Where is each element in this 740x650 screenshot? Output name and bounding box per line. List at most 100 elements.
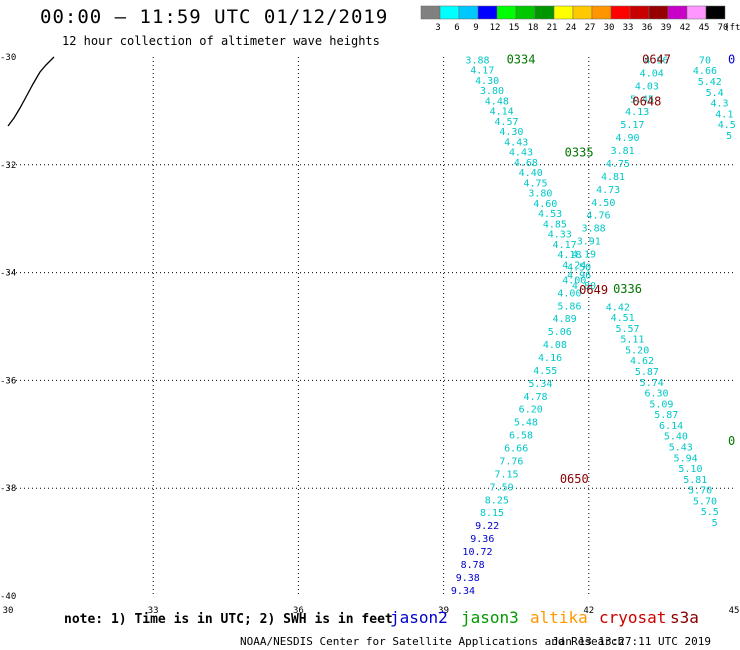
wave-height-value: 4.57 (494, 117, 518, 128)
colorbar-tick-label: 39 (661, 23, 672, 33)
wave-height-value: 5.06 (548, 327, 572, 338)
colorbar-tick-label: 24 (566, 23, 577, 33)
wave-height-value: 4.33 (548, 230, 572, 241)
colorbar-tick-label: 9 (473, 23, 478, 33)
colorbar-swatch (458, 5, 479, 20)
lat-lon-grid (8, 57, 734, 596)
colorbar-tick-label: 70 (718, 23, 729, 33)
pass-time-label: 0 (728, 52, 735, 66)
wave-height-value: 5.40 (664, 432, 688, 443)
colorbar-swatch (686, 5, 707, 20)
wave-height-value: 5.17 (620, 120, 644, 131)
colorbar-tick-label: 18 (528, 23, 539, 33)
colorbar-swatch (610, 5, 631, 20)
colorbar-tick-label: 30 (604, 23, 615, 33)
wave-height-value: 4.43 (509, 148, 533, 159)
wave-height-value: 4.00 (557, 288, 581, 299)
wave-height-value: 7.76 (499, 456, 523, 467)
wave-height-value: 3.80 (480, 86, 504, 97)
colorbar-tick-label: 33 (623, 23, 634, 33)
coastline (7, 56, 55, 127)
wave-height-value: 4.90 (615, 133, 639, 144)
colorbar-tick-label: 36 (642, 23, 653, 33)
wave-height-value: 4.78 (524, 392, 548, 403)
wave-height-value: 3.88 (465, 55, 489, 66)
wave-height-value: 4.17 (470, 66, 494, 77)
wave-height-value: 5.74 (640, 378, 664, 389)
wave-height-value: 4.75 (606, 159, 630, 170)
pass-time-labels: 0334 0335 0336 0647 0648 0649 0650 0 0 (507, 52, 736, 485)
pass-time-label: 0648 (632, 95, 661, 109)
wave-height-value: 70 (699, 55, 711, 66)
wave-height-value: 5.87 (654, 410, 678, 421)
y-tick-label: -38 (0, 484, 16, 494)
wave-height-value: 4.30 (499, 127, 523, 138)
wave-height-value: 5 (726, 131, 732, 142)
pass-time-label: 0 (728, 434, 735, 448)
wave-height-value: 6.58 (509, 431, 533, 442)
wave-height-value: 5.5 (701, 507, 719, 518)
chart-title: 00:00 – 11:59 UTC 01/12/2019 (40, 6, 389, 28)
colorbar-swatch (477, 5, 498, 20)
wave-height-value: 4.42 (606, 302, 630, 313)
chart-subtitle: 12 hour collection of altimeter wave hei… (62, 34, 380, 48)
wave-height-value: 4.17 (553, 240, 577, 251)
colorbar-unit-label: (ft) (724, 23, 740, 33)
wave-height-value: 4.13 (625, 107, 649, 118)
wave-height-value: 4.48 (485, 96, 509, 107)
wave-height-value: 4.85 (543, 219, 567, 230)
legend-cryosat: cryosat (599, 608, 667, 627)
x-tick-label: 42 (583, 606, 594, 616)
y-tick-label: -40 (0, 592, 16, 602)
wave-height-value: 8.78 (461, 560, 485, 571)
wave-height-value: 4.3 (710, 99, 728, 110)
wave-height-value: 4.55 (533, 366, 557, 377)
wave-height-value: 4.81 (601, 172, 625, 183)
wave-height-value: 4.89 (553, 314, 577, 325)
colorbar-swatch (629, 5, 650, 20)
wave-height-value: 4.40 (519, 168, 543, 179)
wave-height-value: 4.50 (591, 198, 615, 209)
y-tick-label: -34 (0, 269, 16, 279)
wave-height-value: 4.80 (572, 281, 596, 292)
legend-jason3: jason3 (461, 608, 519, 627)
wave-height-value: 5.42 (698, 77, 722, 88)
axis-ticks: 30 33 36 39 42 45 -30 -32 -34 -36 -38 -40 (0, 53, 739, 616)
colorbar-swatch (420, 5, 441, 20)
wave-height-value: 4.68 (514, 158, 538, 169)
colorbar-tick-label: 21 (547, 23, 558, 33)
wave-height-value: 8.25 (485, 495, 509, 506)
wave-height-value: 6.66 (504, 444, 528, 455)
x-tick-label: 39 (438, 606, 449, 616)
wave-height-value: 5.09 (649, 399, 673, 410)
wave-height-value: 4.50 (567, 262, 591, 273)
wave-height-value: 5.43 (669, 442, 693, 453)
colorbar-tick-label: 12 (490, 23, 501, 33)
colorbar-swatch (553, 5, 574, 20)
wave-height-value: 5.94 (674, 453, 698, 464)
colorbar-tick-label: 15 (509, 23, 520, 33)
x-tick-label: 33 (148, 606, 159, 616)
wave-height-value: 4.18 (557, 250, 581, 261)
colorbar-swatch (439, 5, 460, 20)
wave-height-value: 4.75 (524, 178, 548, 189)
wave-height-value: 9.22 (475, 521, 499, 532)
x-tick-label: 30 (3, 606, 14, 616)
wave-height-value: 7.15 (494, 469, 518, 480)
wave-height-value: 5 (712, 518, 718, 529)
wave-height-value: 4.73 (596, 185, 620, 196)
legend-altika: altika (530, 608, 588, 627)
wave-height-value: 4.03 (635, 81, 659, 92)
wave-height-value: 5.20 (625, 345, 649, 356)
wave-height-value: 3.88 (582, 224, 606, 235)
wave-height-value: 4.24 (562, 260, 586, 271)
y-tick-label: -32 (0, 161, 16, 171)
wave-height-value: 7.59 (490, 482, 514, 493)
colorbar-swatch (534, 5, 555, 20)
wave-height-value: 3.80 (528, 189, 552, 200)
wave-height-value: 5.70 (688, 486, 712, 497)
wave-height-value: 5.4 (706, 88, 724, 99)
wave-height-value: 3.91 (577, 237, 601, 248)
colorbar-swatch (667, 5, 688, 20)
